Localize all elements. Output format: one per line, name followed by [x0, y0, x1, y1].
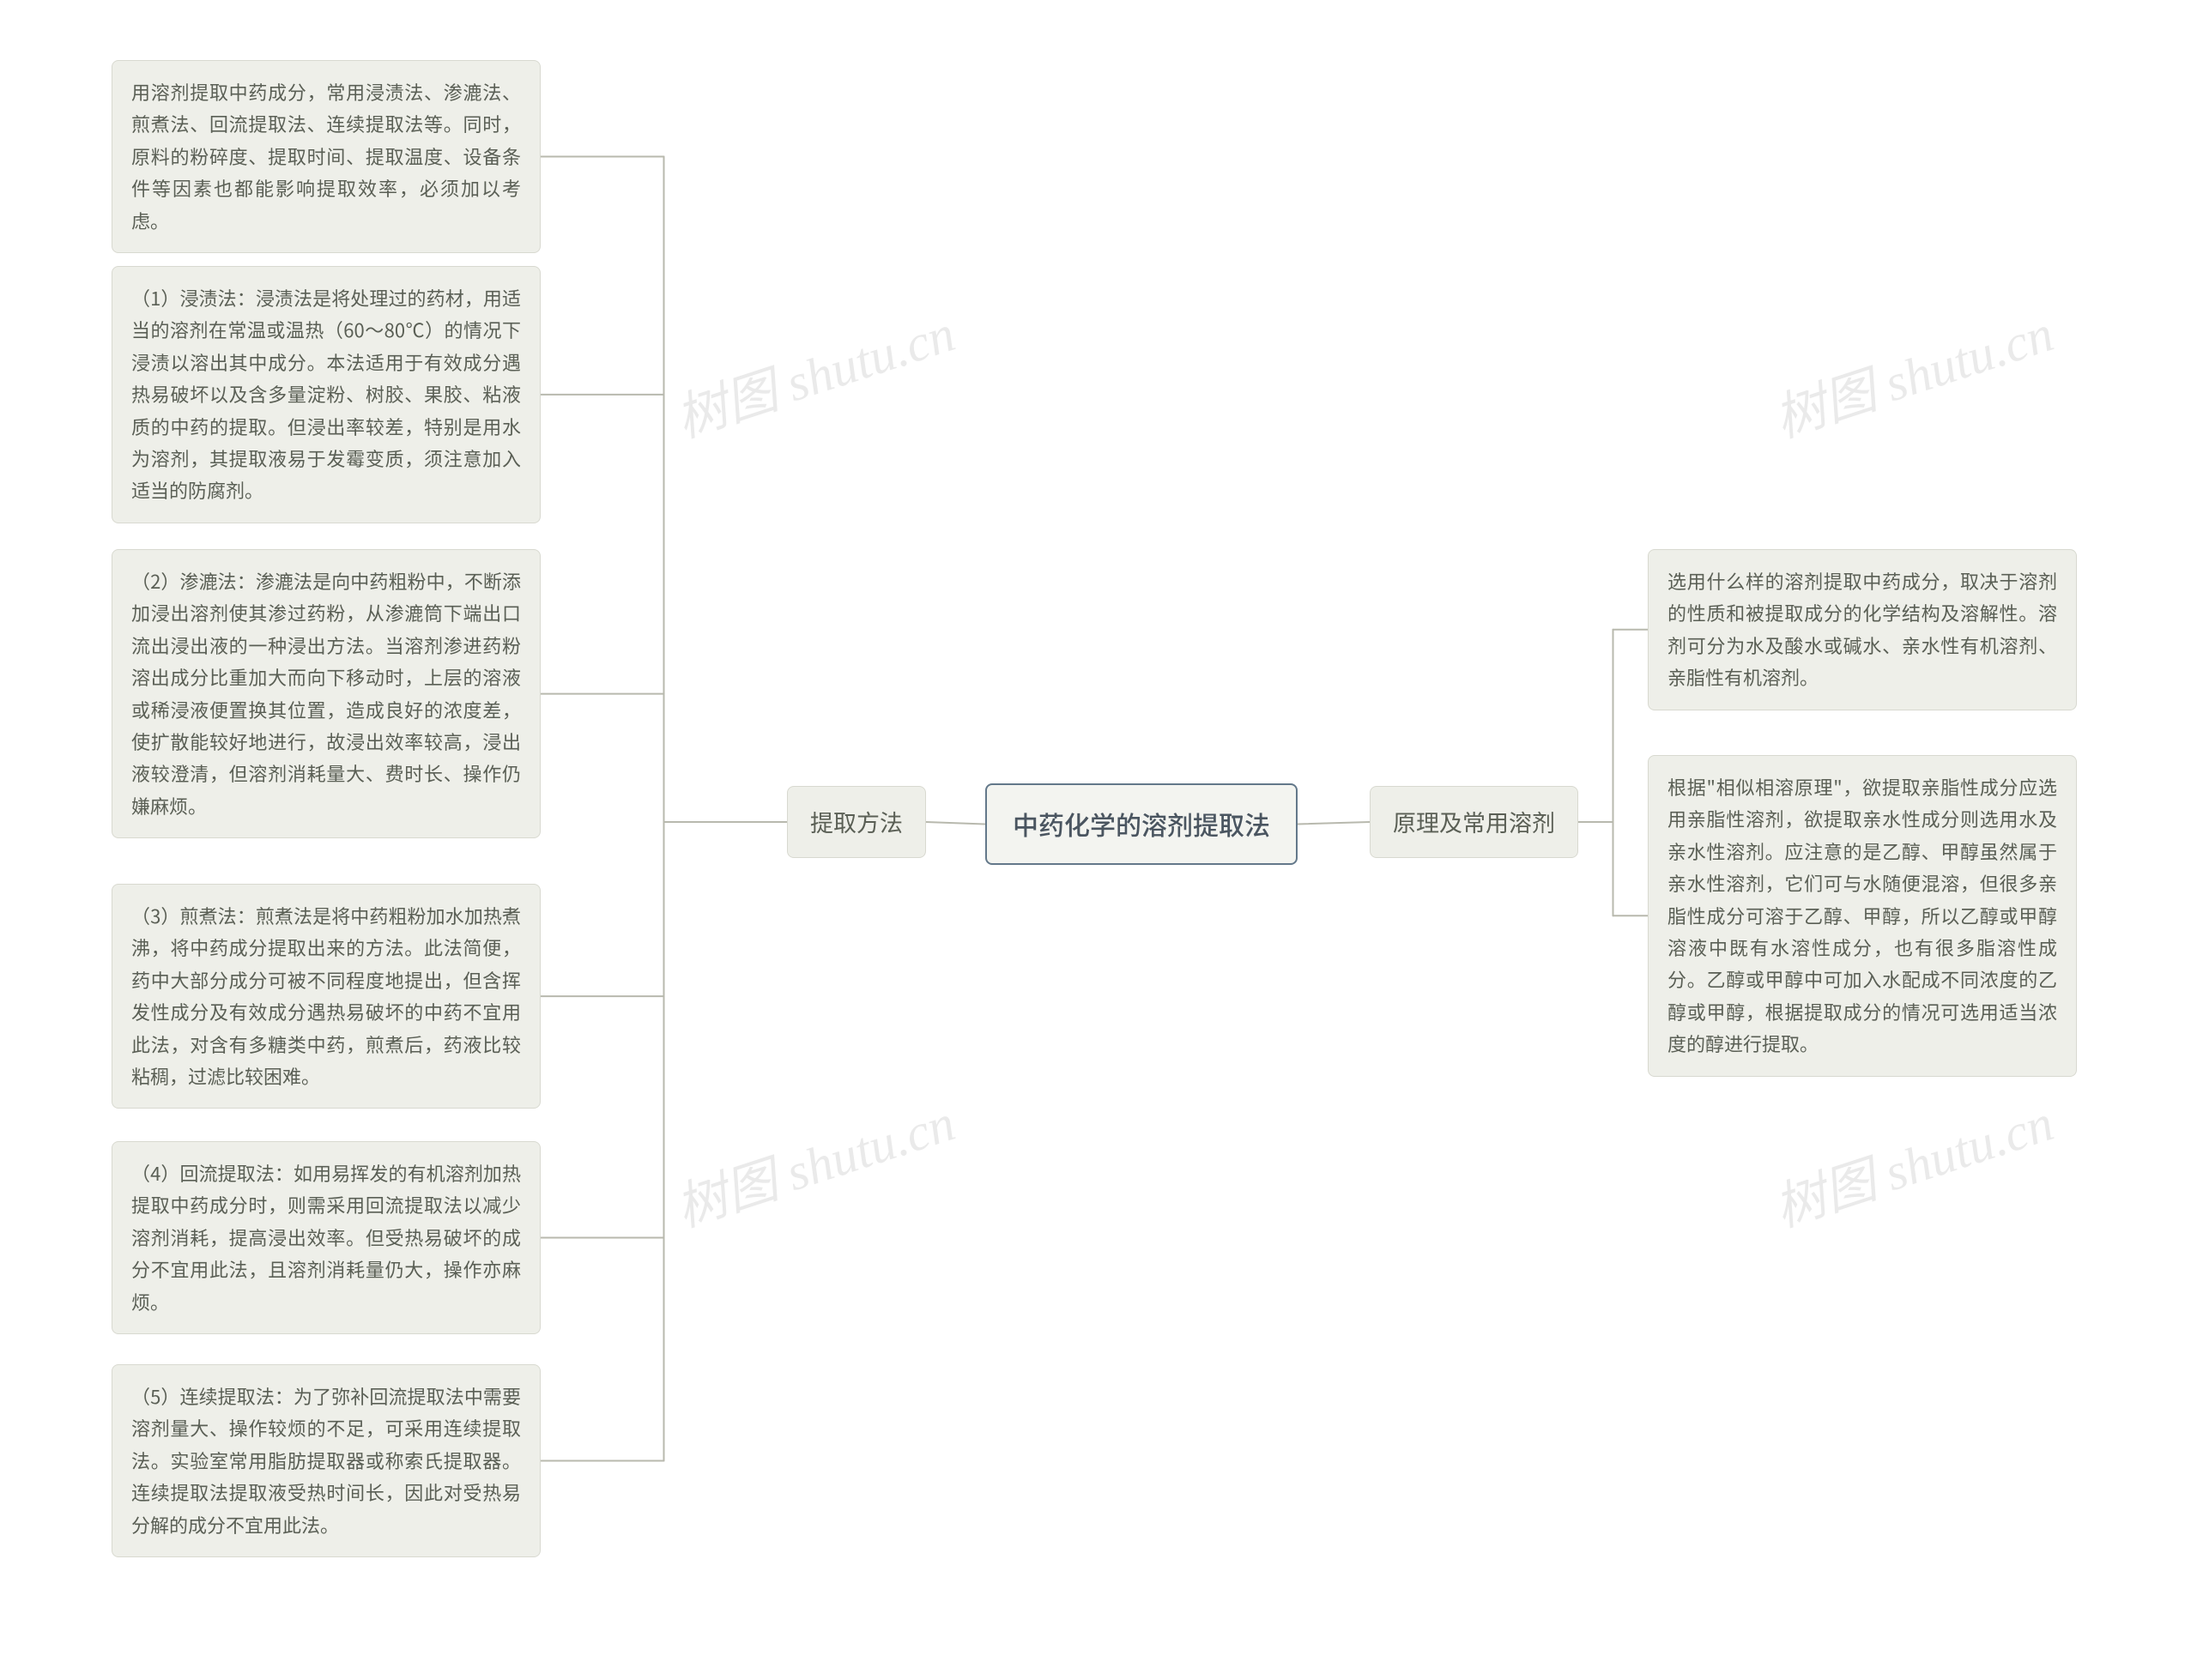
leaf-text: （4）回流提取法：如用易挥发的有机溶剂加热提取中药成分时，则需采用回流提取法以减…: [131, 1159, 521, 1315]
leaf-text: 用溶剂提取中药成分，常用浸渍法、渗漉法、煎煮法、回流提取法、连续提取法等。同时，…: [131, 78, 521, 234]
watermark: 树图 shutu.cn: [665, 1081, 963, 1242]
watermark: 树图 shutu.cn: [665, 292, 963, 452]
leaf-methods-overview: 用溶剂提取中药成分，常用浸渍法、渗漉法、煎煮法、回流提取法、连续提取法等。同时，…: [112, 60, 541, 253]
root-node: 中药化学的溶剂提取法: [985, 783, 1298, 865]
leaf-method-percolation: （2）渗漉法：渗漉法是向中药粗粉中，不断添加浸出溶剂使其渗过药粉，从渗漉筒下端出…: [112, 549, 541, 838]
leaf-text: 根据"相似相溶原理"，欲提取亲脂性成分应选用亲脂性溶剂，欲提取亲水性成分则选用水…: [1667, 773, 2057, 1057]
branch-extraction-methods: 提取方法: [787, 786, 926, 858]
leaf-method-maceration: （1）浸渍法：浸渍法是将处理过的药材，用适当的溶剂在常温或温热（60～80℃）的…: [112, 266, 541, 523]
leaf-solvent-selection: 选用什么样的溶剂提取中药成分，取决于溶剂的性质和被提取成分的化学结构及溶解性。溶…: [1648, 549, 2077, 710]
branch-label: 提取方法: [810, 805, 903, 838]
root-label: 中药化学的溶剂提取法: [1013, 805, 1270, 843]
watermark: 树图 shutu.cn: [1764, 1081, 2061, 1242]
leaf-like-dissolves-like: 根据"相似相溶原理"，欲提取亲脂性成分应选用亲脂性溶剂，欲提取亲水性成分则选用水…: [1648, 755, 2077, 1077]
leaf-method-decoction: （3）煎煮法：煎煮法是将中药粗粉加水加热煮沸，将中药成分提取出来的方法。此法简便…: [112, 884, 541, 1109]
branch-principles-solvents: 原理及常用溶剂: [1370, 786, 1578, 858]
leaf-text: （1）浸渍法：浸渍法是将处理过的药材，用适当的溶剂在常温或温热（60～80℃）的…: [131, 284, 521, 504]
watermark: 树图 shutu.cn: [1764, 292, 2061, 452]
leaf-text: （2）渗漉法：渗漉法是向中药粗粉中，不断添加浸出溶剂使其渗过药粉，从渗漉筒下端出…: [131, 567, 521, 819]
leaf-text: （5）连续提取法：为了弥补回流提取法中需要溶剂量大、操作较烦的不足，可采用连续提…: [131, 1382, 521, 1538]
leaf-method-continuous: （5）连续提取法：为了弥补回流提取法中需要溶剂量大、操作较烦的不足，可采用连续提…: [112, 1364, 541, 1557]
branch-label: 原理及常用溶剂: [1393, 805, 1555, 838]
leaf-text: 选用什么样的溶剂提取中药成分，取决于溶剂的性质和被提取成分的化学结构及溶解性。溶…: [1667, 567, 2057, 691]
leaf-text: （3）煎煮法：煎煮法是将中药粗粉加水加热煮沸，将中药成分提取出来的方法。此法简便…: [131, 902, 521, 1090]
leaf-method-reflux: （4）回流提取法：如用易挥发的有机溶剂加热提取中药成分时，则需采用回流提取法以减…: [112, 1141, 541, 1334]
